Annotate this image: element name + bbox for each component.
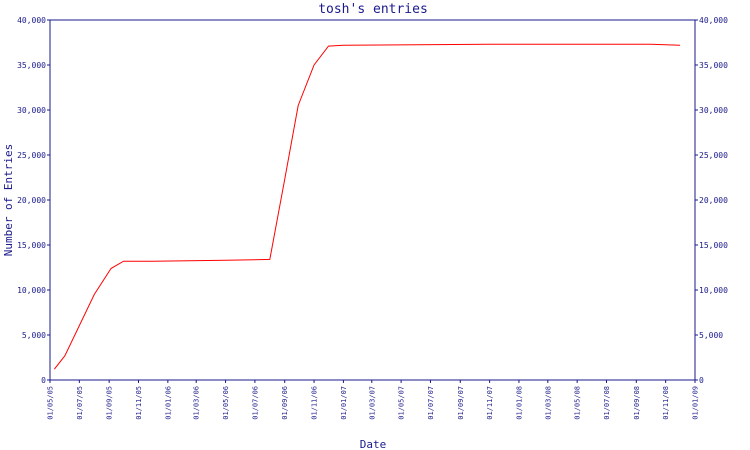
plot-area [49,19,696,381]
series-point [283,178,286,181]
x-tick-label: 01/07/07 [427,386,435,420]
x-tick-label: 01/05/07 [398,386,406,420]
right-y-tick-label: 5,000 [699,331,723,340]
x-tick-label: 01/09/05 [106,386,114,420]
x-axis-label: Date [360,438,387,450]
series-point [268,258,271,261]
left-y-tick-label: 0 [41,376,46,385]
left-y-tick-label: 30,000 [17,106,46,115]
chart-title: tosh's entries [318,2,428,17]
left-y-tick-label: 20,000 [17,196,46,205]
series-point [312,63,315,66]
right-y-tick-label: 15,000 [699,241,728,250]
x-tick-label: 01/07/06 [251,386,259,420]
plot-frame [49,19,696,381]
series-point [297,104,300,107]
series-point [53,368,56,371]
x-tick-label: 01/11/05 [135,386,143,420]
series-point [649,43,652,46]
series-point [122,260,125,263]
right-y-tick-label: 35,000 [699,61,728,70]
left-y-tick-label: 25,000 [17,151,46,160]
x-tick-label: 01/01/07 [340,386,348,420]
x-tick-label: 01/05/05 [47,386,55,420]
right-y-tick-label: 0 [699,376,704,385]
x-tick-label: 01/01/09 [692,386,700,420]
left-y-tick-label: 10,000 [17,286,46,295]
x-tick-label: 01/03/06 [193,386,201,420]
series-point [151,260,154,263]
x-tick-label: 01/05/06 [222,386,230,420]
series-point [678,44,681,47]
series-point [488,43,491,46]
x-axis: 01/05/05 01/07/05 01/09/05 01/11/05 01/01/06… [47,380,700,420]
x-tick-label: 01/03/08 [544,386,552,420]
series-point [342,44,345,47]
left-y-tick-label: 35,000 [17,61,46,70]
x-tick-label: 01/01/06 [164,386,172,420]
right-y-tick-label: 20,000 [699,196,728,205]
x-tick-label: 01/05/08 [574,386,582,420]
series-point [93,293,96,296]
left-y-axis: 0 5,000 10,000 15,000 20,000 25,000 30,000 35,0… [17,16,50,385]
x-tick-label: 01/07/08 [603,386,611,420]
right-y-tick-label: 30,000 [699,106,728,115]
series-point [63,354,66,357]
series-point [327,45,330,48]
x-tick-label: 01/03/07 [368,386,376,420]
series-layer [53,43,681,371]
right-y-axis: 0 5,000 10,000 15,000 20,000 25,000 30,000 35,0… [695,16,728,385]
x-tick-label: 01/01/08 [515,386,523,420]
y-axis-label: Number of Entries [2,144,15,257]
x-tick-label: 01/09/07 [457,386,465,420]
right-y-tick-label: 40,000 [699,16,728,25]
left-y-tick-label: 40,000 [17,16,46,25]
left-y-tick-label: 5,000 [22,331,46,340]
right-y-tick-label: 10,000 [699,286,728,295]
series-point [224,259,227,262]
x-tick-label: 01/11/08 [662,386,670,420]
left-y-tick-label: 15,000 [17,241,46,250]
right-y-tick-label: 25,000 [699,151,728,160]
x-tick-label: 01/07/05 [76,386,84,420]
series-line-1 [53,43,681,370]
x-tick-label: 01/09/08 [633,386,641,420]
x-tick-label: 01/11/06 [311,386,319,420]
series-point [109,267,112,270]
x-tick-label: 01/11/07 [486,386,494,420]
x-tick-label: 01/09/06 [281,386,289,420]
